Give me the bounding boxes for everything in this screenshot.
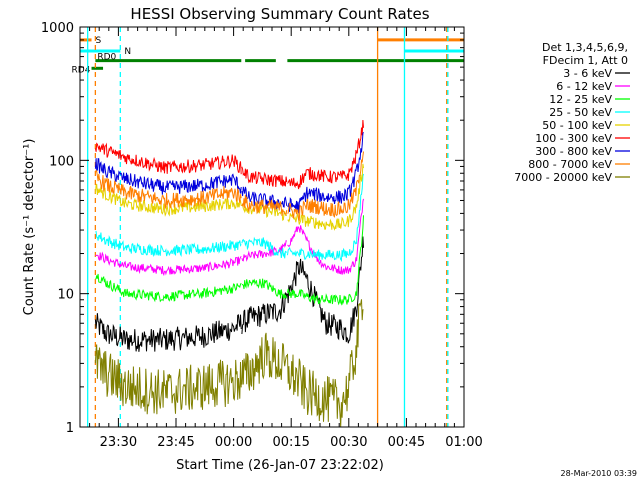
legend-entry-label: 100 - 300 keV bbox=[535, 132, 612, 145]
footer-date: 28-Mar-2010 03:39 bbox=[561, 469, 638, 478]
legend-entry-label: 6 - 12 keV bbox=[556, 80, 612, 93]
chart-title: HESSI Observing Summary Count Rates bbox=[130, 5, 429, 23]
legend: Det 1,3,4,5,6,9,FDecim 1, Att 03 - 6 keV… bbox=[514, 41, 630, 184]
x-tick-label: 01:00 bbox=[445, 435, 482, 450]
legend-entry-label: 300 - 800 keV bbox=[535, 145, 612, 158]
series-line bbox=[94, 151, 364, 222]
legend-entry-label: 12 - 25 keV bbox=[549, 93, 612, 106]
flag-label: N bbox=[124, 47, 131, 57]
x-tick-label: 23:30 bbox=[100, 435, 137, 450]
series-line bbox=[94, 119, 364, 190]
x-tick-label: 00:00 bbox=[215, 435, 252, 450]
x-axis-label: Start Time (26-Jan-07 23:22:02) bbox=[176, 458, 384, 473]
legend-entry-label: 800 - 7000 keV bbox=[528, 158, 612, 171]
y-axis-label: Count Rate (s⁻¹ detector⁻¹) bbox=[22, 139, 37, 316]
legend-header: Det 1,3,4,5,6,9, bbox=[542, 41, 628, 54]
flag-bars: S N RD0 RD4 bbox=[72, 36, 464, 75]
x-tick-label: 00:15 bbox=[272, 435, 309, 450]
flag-label: RD0 bbox=[97, 53, 116, 63]
series-line bbox=[95, 198, 364, 277]
legend-entry-label: 50 - 100 keV bbox=[542, 119, 612, 132]
legend-header: FDecim 1, Att 0 bbox=[543, 54, 628, 67]
flag-label: S bbox=[96, 36, 102, 46]
y-tick-label: 1 bbox=[66, 421, 74, 436]
legend-entry-label: 7000 - 20000 keV bbox=[514, 171, 612, 184]
legend-entry-label: 25 - 50 keV bbox=[549, 106, 612, 119]
x-tick-label: 00:30 bbox=[330, 435, 367, 450]
x-tick-label: 00:45 bbox=[388, 435, 425, 450]
series-traces bbox=[94, 119, 364, 428]
flag-label: RD4 bbox=[72, 65, 91, 75]
series-line bbox=[95, 173, 364, 263]
y-tick-label: 10 bbox=[57, 288, 74, 303]
series-line bbox=[95, 215, 364, 306]
series-line bbox=[94, 236, 364, 352]
y-tick-label: 1000 bbox=[41, 21, 74, 36]
x-axis: 23:30 23:45 00:00 00:15 00:30 00:45 01:00 bbox=[79, 27, 483, 450]
event-lines bbox=[87, 27, 449, 427]
x-tick-label: 23:45 bbox=[157, 435, 194, 450]
y-axis: 1 10 100 1000 bbox=[41, 21, 464, 436]
y-tick-label: 100 bbox=[49, 154, 74, 169]
series-line bbox=[94, 299, 364, 428]
legend-entry-label: 3 - 6 keV bbox=[563, 67, 612, 80]
